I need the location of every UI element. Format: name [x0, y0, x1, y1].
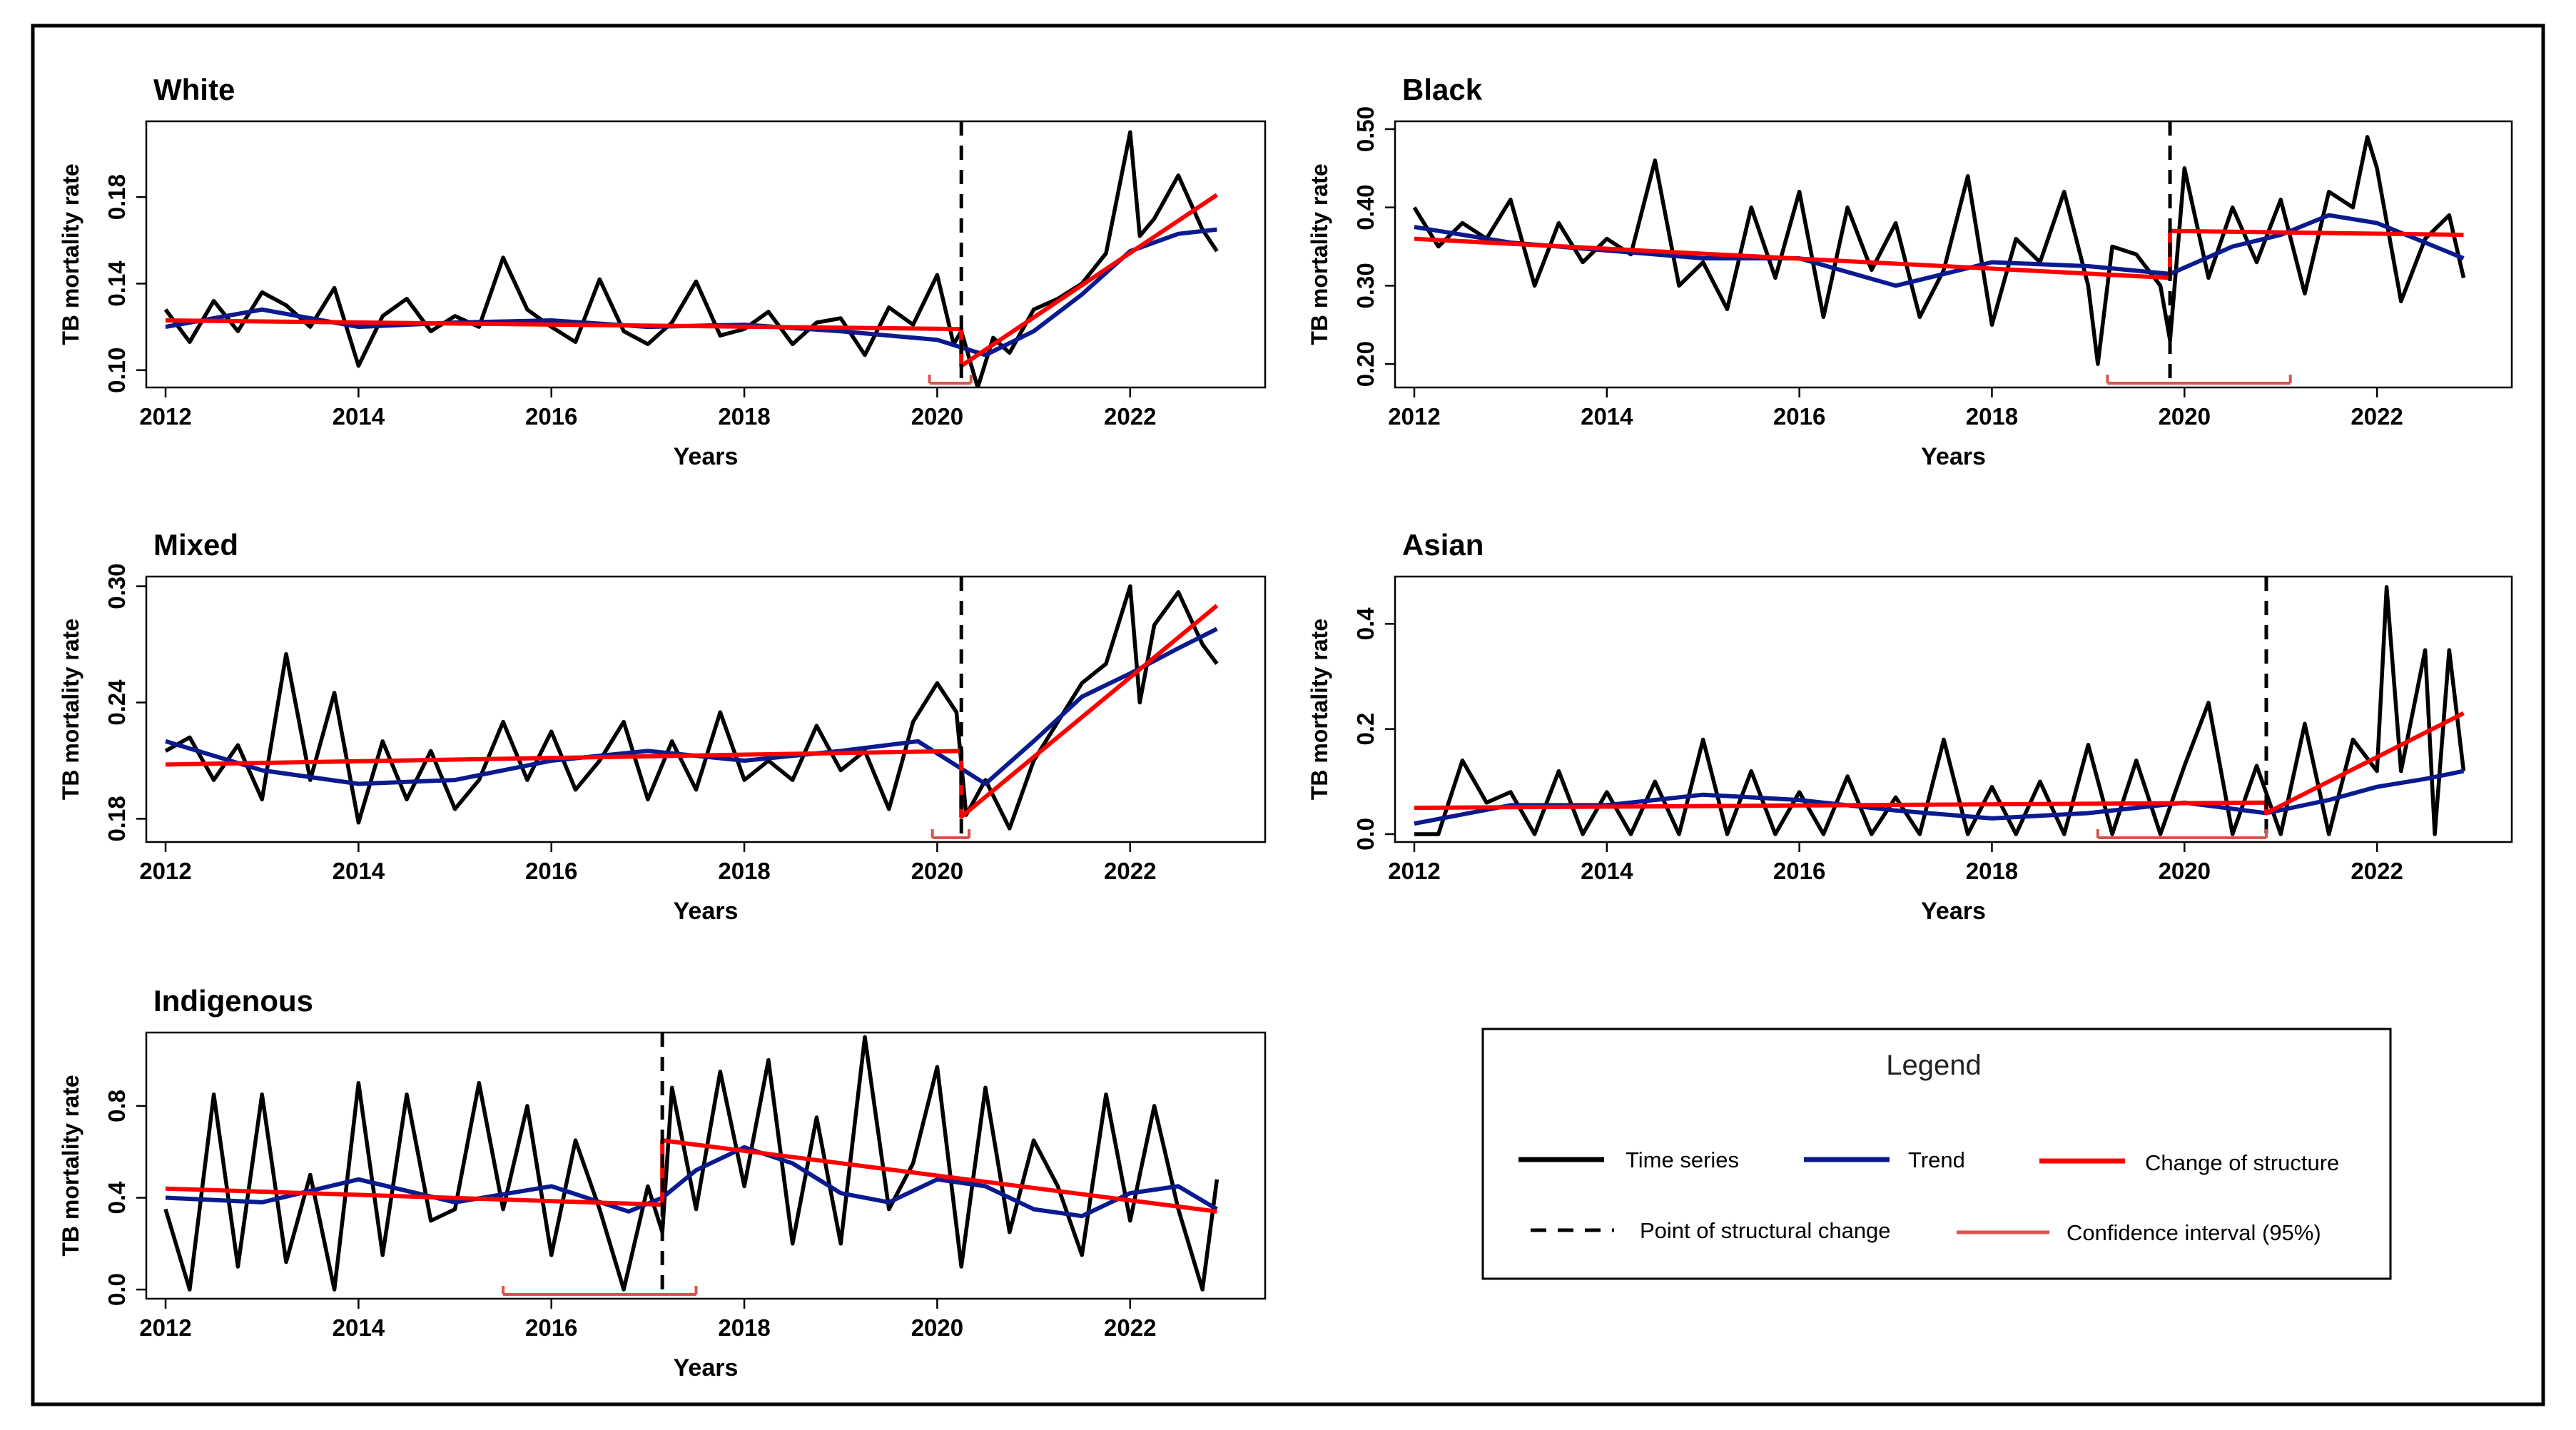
y-tick-label: 0.20 — [1352, 341, 1379, 387]
x-tick-label: 2012 — [1388, 858, 1440, 884]
x-tick-label: 2022 — [2351, 403, 2403, 430]
x-axis-label-indigenous: Years — [674, 1354, 739, 1381]
panel-title-mixed: Mixed — [153, 528, 238, 562]
series-line-trend-asian — [1414, 769, 2465, 826]
plot-area-black — [1394, 120, 2513, 389]
plot-area-white — [145, 120, 1267, 389]
y-axis-label-white: TB mortality rate — [58, 163, 83, 345]
x-tick-label: 2016 — [525, 858, 577, 884]
legend-title: Legend — [1886, 1050, 1981, 1081]
x-tick-label: 2016 — [525, 1314, 577, 1341]
y-tick-label: 0.0 — [1352, 818, 1379, 851]
series-line-change-of-structure-indigenous — [165, 1138, 1217, 1214]
series-line-time-series-indigenous — [163, 1035, 1219, 1292]
x-tick-label: 2020 — [911, 1314, 963, 1341]
legend-label-confidence-interval: Confidence interval (95%) — [2067, 1220, 2321, 1245]
x-tick-label: 2016 — [1773, 858, 1825, 884]
legend-box — [1481, 1028, 2392, 1280]
x-tick-label: 2020 — [911, 403, 963, 430]
panels: White 2012 2014 2016 2018 2020 2022 Years 0.10 0.… — [58, 73, 2513, 1381]
x-tick-label: 2020 — [911, 858, 963, 884]
x-tick-label: 2012 — [139, 403, 191, 430]
x-tick-label: 2020 — [2159, 403, 2211, 430]
panel-asian: Asian 2012 2014 2016 2018 2020 2022 Years 0.0 0.2… — [1307, 528, 2513, 925]
y-tick-label: 0.30 — [1352, 263, 1379, 308]
x-tick-label: 2014 — [333, 403, 385, 430]
panel-white: White 2012 2014 2016 2018 2020 2022 Years 0.10 0.… — [58, 73, 1267, 470]
x-tick-label: 2018 — [718, 858, 770, 884]
x-axis-label-white: Years — [674, 443, 739, 470]
x-axis-label-mixed: Years — [674, 898, 739, 925]
panel-title-indigenous: Indigenous — [153, 984, 313, 1018]
x-tick-label: 2014 — [333, 858, 385, 884]
y-tick-label: 0.4 — [103, 1181, 130, 1215]
legend-label-structural-change: Point of structural change — [1640, 1218, 1891, 1243]
y-tick-label: 0.14 — [103, 260, 130, 307]
y-tick-label: 0.50 — [1352, 106, 1379, 152]
legend-label-change-of-structure: Change of structure — [2145, 1150, 2339, 1175]
y-tick-label: 0.2 — [1352, 713, 1379, 746]
x-tick-label: 2012 — [139, 858, 191, 884]
x-tick-label: 2012 — [1388, 403, 1440, 430]
panel-indigenous: Indigenous 2012 2014 2016 2018 2020 2022 Years 0… — [58, 984, 1267, 1381]
x-axis-label-black: Years — [1921, 443, 1986, 470]
panel-title-white: White — [153, 73, 235, 106]
panel-black: Black 2012 2014 2016 2018 2020 2022 Years 0.20 0.… — [1307, 73, 2513, 470]
plot-area-mixed — [145, 575, 1267, 843]
y-tick-label: 0.0 — [103, 1273, 130, 1306]
x-tick-label: 2022 — [1104, 1314, 1156, 1341]
y-tick-label: 0.24 — [103, 679, 130, 726]
y-axis-label-indigenous: TB mortality rate — [58, 1075, 83, 1256]
legend: Legend Time series Trend Change of struc… — [1481, 1028, 2392, 1280]
y-tick-label: 0.4 — [1352, 607, 1379, 641]
x-tick-label: 2014 — [1581, 858, 1633, 884]
panel-title-black: Black — [1402, 73, 1483, 106]
y-tick-label: 0.30 — [103, 563, 130, 609]
x-tick-label: 2018 — [1966, 403, 2018, 430]
x-tick-label: 2022 — [1104, 858, 1156, 884]
x-tick-label: 2022 — [1104, 403, 1156, 430]
x-axis-label-asian: Years — [1921, 898, 1986, 925]
x-tick-label: 2022 — [2351, 858, 2403, 884]
y-axis-label-black: TB mortality rate — [1307, 163, 1332, 345]
series-group-indigenous — [163, 1035, 1219, 1292]
plot-area-indigenous — [145, 1031, 1267, 1300]
x-tick-label: 2016 — [525, 403, 577, 430]
y-tick-label: 0.18 — [103, 174, 130, 220]
x-tick-label: 2014 — [333, 1314, 385, 1341]
legend-label-trend: Trend — [1908, 1147, 1965, 1172]
x-tick-label: 2016 — [1773, 403, 1825, 430]
x-tick-label: 2020 — [2159, 858, 2211, 884]
y-tick-label: 0.8 — [103, 1090, 130, 1122]
series-line-trend-indigenous — [165, 1145, 1218, 1219]
panel-title-asian: Asian — [1402, 528, 1484, 562]
plot-area-asian — [1394, 575, 2513, 843]
y-tick-label: 0.18 — [103, 796, 130, 841]
x-tick-label: 2018 — [1966, 858, 2018, 884]
x-tick-label: 2014 — [1581, 403, 1633, 430]
y-axis-label-asian: TB mortality rate — [1307, 619, 1332, 800]
x-tick-label: 2018 — [718, 403, 770, 430]
y-axis-label-mixed: TB mortality rate — [58, 619, 83, 800]
x-tick-label: 2018 — [718, 1314, 770, 1341]
series-line-time-series-black — [1412, 135, 2466, 366]
y-tick-label: 0.40 — [1352, 185, 1379, 230]
y-tick-label: 0.10 — [103, 348, 130, 393]
legend-label-time-series: Time series — [1626, 1147, 1739, 1172]
x-tick-label: 2012 — [139, 1314, 191, 1341]
panel-mixed: Mixed 2012 2014 2016 2018 2020 2022 Years 0.18 0.… — [58, 528, 1267, 925]
series-line-trend-black — [1414, 213, 2465, 288]
